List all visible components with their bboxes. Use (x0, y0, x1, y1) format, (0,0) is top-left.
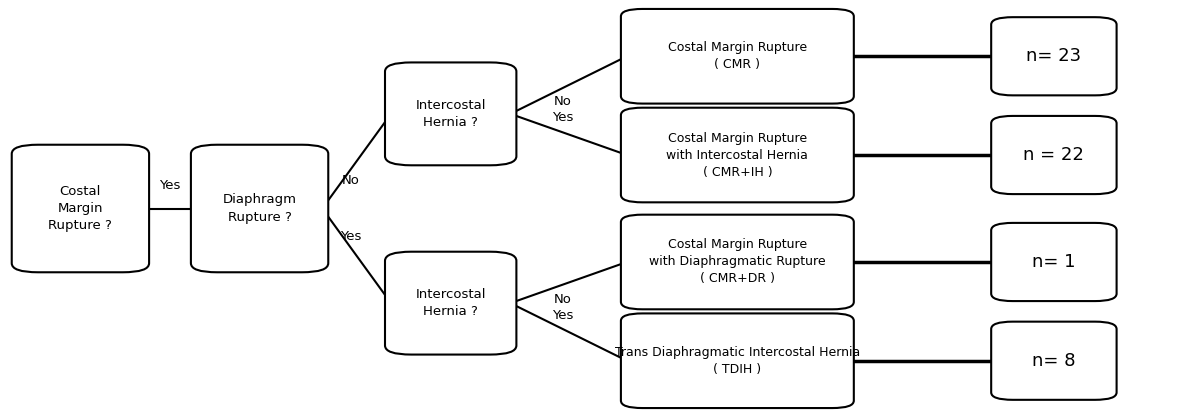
FancyBboxPatch shape (12, 145, 149, 272)
FancyBboxPatch shape (991, 17, 1116, 95)
Text: n = 22: n = 22 (1024, 146, 1085, 164)
FancyBboxPatch shape (191, 145, 329, 272)
FancyBboxPatch shape (385, 252, 516, 354)
Text: Trans Diaphragmatic Intercostal Hernia
( TDIH ): Trans Diaphragmatic Intercostal Hernia (… (614, 346, 860, 376)
Text: Yes: Yes (340, 231, 361, 244)
Text: Yes: Yes (552, 111, 574, 124)
Text: Intercostal
Hernia ?: Intercostal Hernia ? (415, 99, 486, 129)
Text: Costal
Margin
Rupture ?: Costal Margin Rupture ? (48, 185, 113, 232)
Text: Costal Margin Rupture
( CMR ): Costal Margin Rupture ( CMR ) (667, 41, 806, 71)
Text: n= 1: n= 1 (1032, 253, 1075, 271)
FancyBboxPatch shape (991, 322, 1116, 400)
FancyBboxPatch shape (385, 63, 516, 165)
Text: No: No (342, 173, 360, 186)
Text: Yes: Yes (552, 309, 574, 322)
FancyBboxPatch shape (620, 9, 854, 103)
Text: n= 8: n= 8 (1032, 352, 1075, 370)
Text: Costal Margin Rupture
with Intercostal Hernia
( CMR+IH ): Costal Margin Rupture with Intercostal H… (666, 131, 809, 178)
Text: No: No (553, 95, 571, 108)
FancyBboxPatch shape (991, 223, 1116, 301)
Text: Yes: Yes (160, 179, 181, 192)
FancyBboxPatch shape (620, 108, 854, 202)
Text: n= 23: n= 23 (1026, 47, 1081, 65)
FancyBboxPatch shape (620, 215, 854, 309)
Text: Costal Margin Rupture
with Diaphragmatic Rupture
( CMR+DR ): Costal Margin Rupture with Diaphragmatic… (649, 239, 826, 286)
Text: Intercostal
Hernia ?: Intercostal Hernia ? (415, 288, 486, 318)
Text: Diaphragm
Rupture ?: Diaphragm Rupture ? (222, 193, 296, 224)
FancyBboxPatch shape (991, 116, 1116, 194)
FancyBboxPatch shape (620, 314, 854, 408)
Text: No: No (553, 293, 571, 306)
